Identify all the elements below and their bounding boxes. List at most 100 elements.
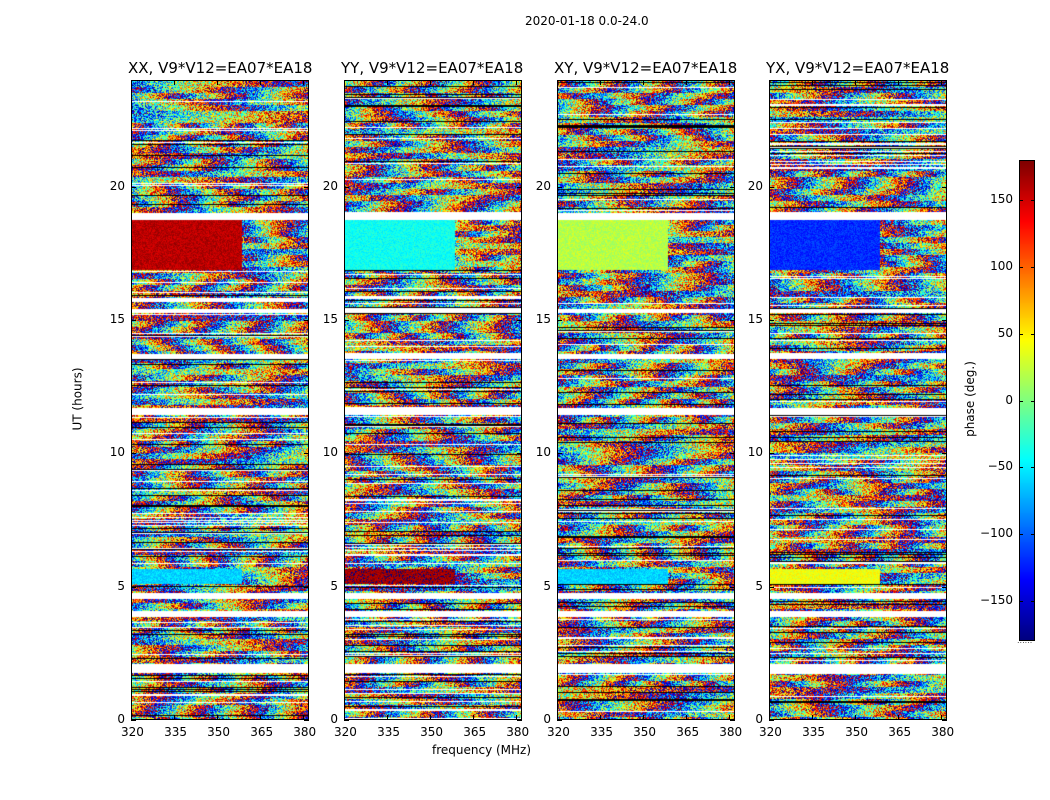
y-tick-yx-4 (769, 186, 774, 188)
y-tick-right-xy-4 (730, 186, 735, 188)
x-tick-top-xx-0 (131, 80, 132, 85)
colorbar-tick-right-2 (1031, 333, 1035, 335)
y-tick-label-yy-4: 20 (322, 178, 338, 193)
y-tick-right-yx-4 (942, 186, 947, 188)
y-tick-right-xx-1 (304, 586, 309, 588)
phase-image-yy (345, 81, 521, 719)
y-tick-yy-3 (344, 320, 349, 321)
y-tick-xy-3 (557, 320, 562, 321)
x-tick-yx-4 (941, 715, 943, 720)
colorbar-tick-label-2: 50 (997, 325, 1013, 340)
x-axis-label: frequency (MHz) (432, 743, 532, 757)
y-tick-right-xy-0 (730, 720, 735, 721)
phase-image-xx (132, 81, 308, 719)
colorbar-tick-right-6 (1031, 600, 1035, 602)
y-tick-xx-1 (131, 586, 136, 588)
x-tick-xx-4 (303, 715, 305, 720)
y-tick-label-xx-0: 0 (117, 712, 125, 726)
colorbar-footnote: ...... (1017, 636, 1033, 645)
y-tick-label-xx-3: 15 (109, 312, 125, 326)
x-tick-label-yx-4: 380 (931, 725, 955, 739)
x-tick-yx-0 (769, 715, 770, 720)
x-tick-label-xx-0: 320 (121, 725, 144, 739)
y-tick-label-xx-2: 10 (109, 445, 125, 460)
colorbar-tick-5 (1019, 534, 1023, 536)
colorbar-tick-right-5 (1031, 534, 1035, 536)
y-tick-xx-0 (131, 720, 136, 721)
x-tick-yy-2 (430, 715, 432, 720)
y-tick-label-yx-4: 20 (747, 178, 763, 193)
y-tick-yx-0 (769, 720, 774, 721)
phase-image-xy (558, 81, 734, 719)
x-tick-top-yy-0 (344, 80, 345, 85)
x-tick-top-yx-2 (855, 80, 857, 85)
y-tick-right-yx-3 (942, 320, 947, 321)
y-tick-yy-1 (344, 586, 349, 588)
x-tick-label-xy-1: 335 (590, 725, 613, 739)
x-tick-label-xy-3: 365 (676, 725, 700, 739)
colorbar-tick-0 (1019, 200, 1023, 202)
y-tick-xx-4 (131, 186, 136, 188)
x-tick-top-xx-2 (217, 80, 219, 85)
colorbar-tick-label-0: 150 (990, 192, 1013, 207)
panel-title-yy: YY, V9*V12=EA07*EA18 (341, 59, 524, 77)
x-tick-label-yx-3: 365 (888, 725, 912, 739)
x-tick-label-xy-0: 320 (547, 725, 570, 739)
y-tick-label-xx-1: 5 (117, 578, 125, 593)
x-tick-top-xy-1 (600, 80, 602, 85)
x-tick-label-yy-3: 365 (463, 725, 487, 739)
x-tick-yy-4 (516, 715, 518, 720)
x-tick-label-yy-4: 380 (506, 725, 530, 739)
figure-suptitle: 2020-01-18 0.0-24.0 (525, 14, 649, 28)
x-tick-top-xx-1 (174, 80, 176, 85)
y-tick-xx-2 (131, 453, 136, 455)
y-tick-right-yx-2 (942, 453, 947, 455)
x-tick-top-yy-4 (516, 80, 518, 85)
phase-image-yx (770, 81, 946, 719)
panel-title-xx: XX, V9*V12=EA07*EA18 (128, 59, 313, 77)
y-tick-label-yy-0: 0 (330, 712, 338, 726)
y-tick-xy-0 (557, 720, 562, 721)
x-tick-label-xy-4: 380 (719, 725, 743, 739)
colorbar-gradient (1020, 161, 1034, 640)
colorbar-tick-label-1: 100 (990, 258, 1013, 273)
y-tick-right-yx-1 (942, 586, 947, 588)
x-tick-xx-0 (131, 715, 132, 720)
y-tick-xy-1 (557, 586, 562, 588)
y-tick-label-yy-3: 15 (322, 312, 338, 326)
y-tick-yx-1 (769, 586, 774, 588)
x-tick-label-xy-2: 350 (633, 725, 657, 739)
x-tick-top-xy-0 (557, 80, 558, 85)
y-tick-label-yx-1: 5 (755, 578, 763, 593)
y-tick-label-xy-0: 0 (543, 712, 551, 726)
y-tick-right-yy-0 (517, 720, 522, 721)
x-tick-xy-2 (643, 715, 645, 720)
y-tick-label-yy-2: 10 (322, 445, 338, 460)
colorbar-tick-label-4: −50 (987, 459, 1013, 474)
y-tick-right-xx-4 (304, 186, 309, 188)
y-tick-right-yy-2 (517, 453, 522, 455)
colorbar-tick-2 (1019, 333, 1023, 335)
colorbar-label: phase (deg.) (962, 361, 977, 437)
x-tick-label-xx-1: 335 (164, 725, 187, 739)
x-tick-label-yx-2: 350 (845, 725, 869, 739)
x-tick-xy-4 (729, 715, 731, 720)
x-tick-top-xy-2 (643, 80, 645, 85)
colorbar-tick-1 (1019, 266, 1023, 268)
y-tick-label-yy-1: 5 (330, 578, 338, 593)
y-tick-right-xx-2 (304, 453, 309, 455)
x-tick-label-yy-1: 335 (377, 725, 400, 739)
x-tick-top-yx-4 (941, 80, 943, 85)
y-tick-yx-2 (769, 453, 774, 455)
panel-yx (769, 80, 947, 720)
colorbar-tick-3 (1019, 400, 1023, 402)
y-tick-label-yx-0: 0 (755, 712, 763, 726)
x-tick-label-yy-0: 320 (334, 725, 357, 739)
y-tick-right-yy-1 (517, 586, 522, 588)
y-tick-right-yx-0 (942, 720, 947, 721)
x-tick-top-xx-3 (260, 80, 262, 85)
panel-title-yx: YX, V9*V12=EA07*EA18 (766, 59, 950, 77)
y-tick-yy-2 (344, 453, 349, 455)
x-tick-xx-1 (174, 715, 176, 720)
